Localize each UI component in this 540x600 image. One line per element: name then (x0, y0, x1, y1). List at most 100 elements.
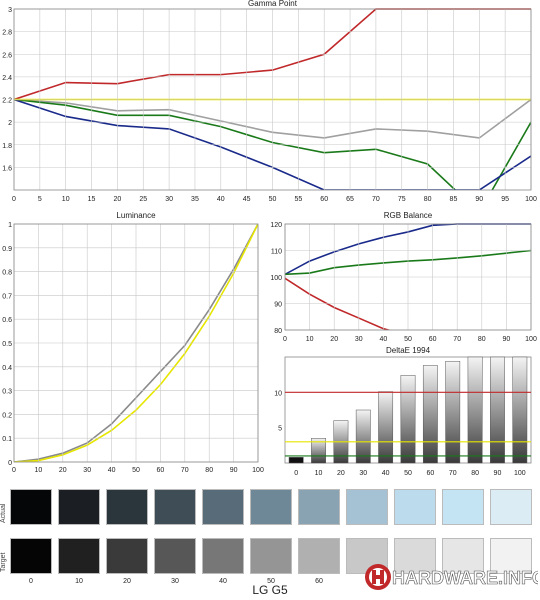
x-tick-label: 0 (294, 470, 298, 477)
y-tick-label: 2.4 (2, 75, 12, 82)
x-tick-label: 50 (132, 467, 140, 474)
chart-title: Gamma Point (248, 0, 298, 8)
y-tick-label: 0.2 (2, 412, 12, 419)
x-tick-label: 40 (380, 336, 388, 343)
actual-swatch (394, 489, 436, 525)
hardware-info-logo: HARDWARE.INFO (365, 564, 538, 590)
y-tick-label: 120 (270, 222, 282, 229)
x-tick-label: 10 (315, 470, 323, 477)
x-tick-label: 20 (59, 467, 67, 474)
x-tick-label: 40 (108, 467, 116, 474)
plot-frame (13, 8, 532, 191)
x-tick-label: 75 (398, 196, 406, 203)
delta-bar (288, 457, 304, 464)
actual-swatch (106, 489, 148, 525)
actual-swatch (490, 489, 532, 525)
actual-swatch (154, 489, 196, 525)
x-tick-label: 0 (283, 336, 287, 343)
x-tick-label: 80 (205, 467, 213, 474)
actual-swatch (250, 489, 292, 525)
y-tick-label: 0.1 (2, 436, 12, 443)
plot-frame (284, 223, 532, 331)
actual-swatch (202, 489, 244, 525)
logo-text: HARDWARE.INFO (392, 568, 538, 588)
delta-bar (378, 391, 394, 464)
x-tick-label: 30 (355, 336, 363, 343)
swatch-level-label: 10 (75, 578, 83, 585)
x-tick-label: 60 (320, 196, 328, 203)
swatch-row-label: Actual (0, 503, 7, 523)
y-tick-label: 80 (274, 328, 282, 335)
x-tick-label: 80 (424, 196, 432, 203)
actual-swatch (298, 489, 340, 525)
x-tick-label: 55 (294, 196, 302, 203)
x-tick-label: 70 (449, 470, 457, 477)
x-tick-label: 60 (426, 470, 434, 477)
y-tick-label: 0.4 (2, 365, 12, 372)
x-tick-label: 90 (230, 467, 238, 474)
x-tick-label: 100 (525, 336, 537, 343)
x-tick-label: 30 (359, 470, 367, 477)
x-tick-label: 60 (429, 336, 437, 343)
target-swatch (58, 538, 100, 574)
x-tick-label: 100 (525, 196, 537, 203)
x-tick-label: 70 (181, 467, 189, 474)
x-tick-label: 10 (62, 196, 70, 203)
target-swatch (298, 538, 340, 574)
swatch-level-label: 20 (123, 578, 131, 585)
y-tick-label: 0.5 (2, 341, 12, 348)
y-tick-label: 5 (278, 426, 282, 433)
x-tick-label: 30 (165, 196, 173, 203)
delta-bar (400, 375, 416, 464)
target-swatch (394, 538, 436, 574)
x-tick-label: 0 (12, 467, 16, 474)
y-tick-label: 0.8 (2, 270, 12, 277)
x-tick-label: 30 (83, 467, 91, 474)
x-tick-label: 40 (382, 470, 390, 477)
delta-bar (490, 356, 505, 464)
y-tick-label: 110 (271, 249, 282, 256)
x-tick-label: 85 (450, 196, 458, 203)
y-tick-label: 0.9 (2, 246, 12, 253)
x-tick-label: 50 (269, 196, 277, 203)
x-tick-label: 60 (157, 467, 165, 474)
y-tick-label: 1.8 (2, 143, 12, 150)
series-line (285, 277, 392, 330)
swatch-level-label: 30 (171, 578, 179, 585)
x-tick-label: 0 (12, 196, 16, 203)
x-tick-label: 10 (35, 467, 43, 474)
y-tick-label: 2.2 (2, 98, 12, 105)
x-tick-label: 90 (503, 336, 511, 343)
swatch-level-label: 60 (315, 578, 323, 585)
x-tick-label: 20 (330, 336, 338, 343)
x-tick-label: 90 (494, 470, 502, 477)
y-tick-label: 100 (270, 275, 282, 282)
x-tick-label: 70 (453, 336, 461, 343)
target-swatch (490, 538, 532, 574)
delta-bar (445, 360, 461, 464)
delta-bar (512, 356, 528, 464)
plot-frame (13, 223, 259, 463)
actual-swatch (58, 489, 100, 525)
target-swatch (106, 538, 148, 574)
x-tick-label: 70 (372, 196, 380, 203)
y-tick-label: 0.6 (2, 317, 12, 324)
y-tick-label: 10 (274, 390, 282, 397)
swatch-level-label: 40 (219, 578, 227, 585)
actual-swatch (442, 489, 484, 525)
x-tick-label: 20 (114, 196, 122, 203)
chart-title: RGB Balance (384, 211, 433, 220)
swatch-level-label: 50 (267, 578, 275, 585)
target-swatch (250, 538, 292, 574)
chart-title: Luminance (116, 211, 156, 220)
x-tick-label: 5 (38, 196, 42, 203)
target-swatch (202, 538, 244, 574)
swatch-row-label: Target (0, 552, 7, 572)
y-tick-label: 0 (8, 460, 12, 467)
footer-title: LG G5 (252, 583, 288, 597)
y-tick-label: 0.7 (2, 293, 12, 300)
actual-swatch (346, 489, 388, 525)
delta-bar (422, 365, 438, 464)
x-tick-label: 50 (404, 336, 412, 343)
